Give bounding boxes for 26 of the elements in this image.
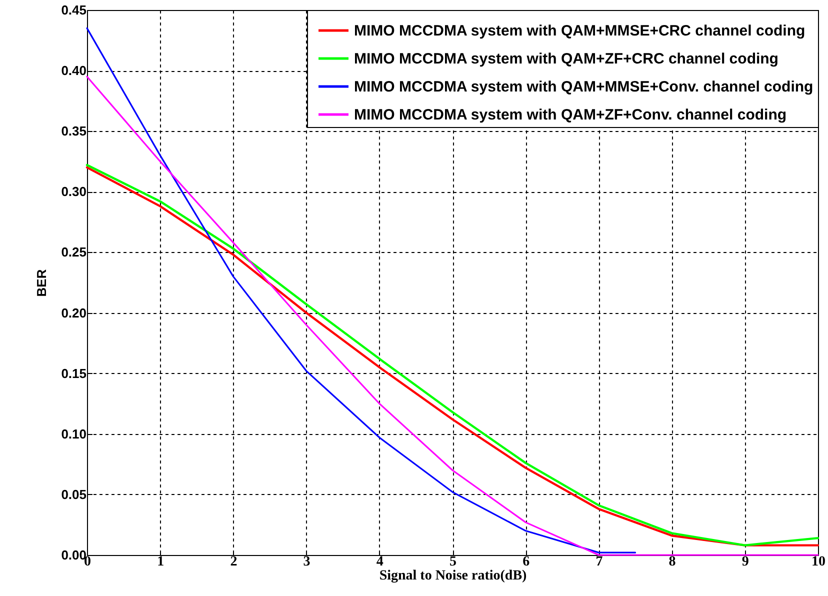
x-tick-label: 6 — [522, 554, 530, 570]
y-tick-label: 0.35 — [61, 124, 86, 139]
y-tick-label: 0.30 — [61, 184, 86, 200]
x-tick-label: 4 — [376, 554, 384, 570]
legend-label: MIMO MCCDMA system with QAM+ZF+Conv. channel coding — [354, 106, 787, 124]
x-tick-label: 2 — [230, 554, 238, 570]
legend-label: MIMO MCCDMA system with QAM+MMSE+Conv. channel coding — [354, 78, 814, 96]
y-tick-label: 0.40 — [61, 63, 86, 78]
y-tick-label: 0.25 — [61, 244, 86, 260]
x-axis-title: Signal to Noise ratio(dB) — [379, 568, 528, 584]
y-tick-label: 0.05 — [61, 486, 86, 502]
x-tick-label: 7 — [596, 554, 603, 570]
x-tick-label: 9 — [742, 554, 749, 570]
x-tick-label: 5 — [450, 554, 456, 570]
y-tick-label: 0.45 — [61, 2, 86, 18]
x-tick-label: 10 — [812, 554, 826, 570]
legend-label: MIMO MCCDMA system with QAM+ZF+CRC channel coding — [354, 50, 778, 68]
x-tick-label: 1 — [157, 554, 164, 570]
y-tick-label: 0.15 — [61, 366, 86, 381]
x-tick-label: 3 — [303, 554, 310, 570]
y-tick-label: 0.10 — [61, 426, 86, 442]
legend-label: MIMO MCCDMA system with QAM+MMSE+CRC channel coding — [354, 22, 806, 40]
line-series — [86, 76, 819, 556]
y-tick-label: 0.20 — [61, 305, 86, 320]
y-axis-title: BER — [34, 268, 50, 297]
x-tick-label: 8 — [668, 554, 676, 570]
